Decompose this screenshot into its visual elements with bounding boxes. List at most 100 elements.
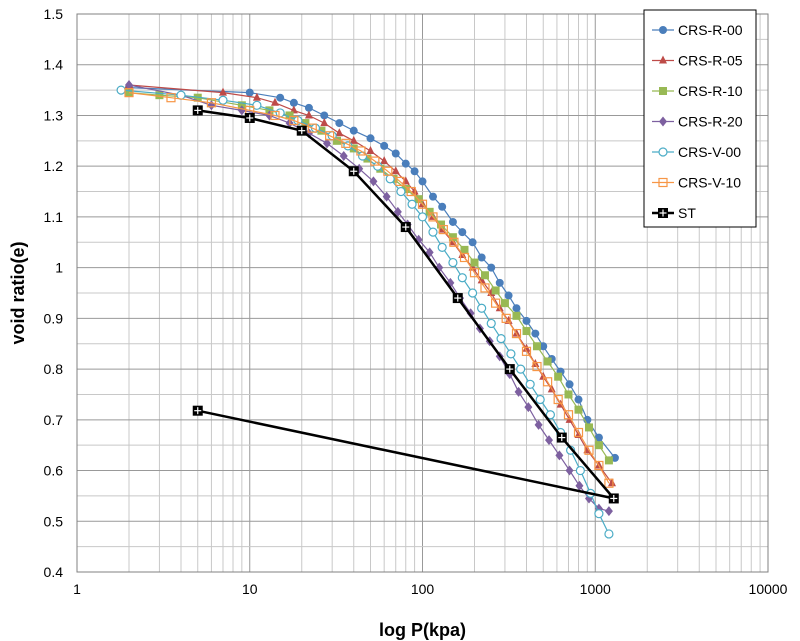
data-point-crs-r-20 xyxy=(604,506,613,517)
data-point-crs-v-00 xyxy=(486,318,496,329)
data-point-st xyxy=(296,125,307,136)
data-point-crs-r-20 xyxy=(565,465,574,476)
data-point-crs-r-10 xyxy=(460,245,469,254)
data-point-crs-r-00 xyxy=(565,380,574,389)
legend-label: CRS-R-00 xyxy=(678,22,743,38)
legend-label: ST xyxy=(678,205,696,221)
data-point-crs-r-00 xyxy=(539,342,548,351)
data-point-st xyxy=(608,493,619,504)
data-point-crs-r-00 xyxy=(522,316,531,325)
data-point-crs-v-10 xyxy=(469,268,480,278)
data-point-crs-v-10 xyxy=(395,176,405,186)
data-point-crs-v-10 xyxy=(307,123,317,133)
data-point-crs-r-00 xyxy=(401,159,410,168)
data-point-crs-v-00 xyxy=(252,100,262,110)
legend-item-crs-v-10: CRS-V-10 xyxy=(652,175,741,191)
legend-marker xyxy=(659,87,667,95)
x-tick-label: 1000 xyxy=(580,581,611,597)
data-point-crs-r-00 xyxy=(418,177,427,186)
data-point-crs-r-20 xyxy=(545,435,554,446)
legend: CRS-R-00 CRS-R-05 CRS-R-10 CRS-R-20 CRS-V-00… xyxy=(643,9,757,228)
data-point-crs-v-00 xyxy=(575,465,585,476)
data-point-crs-r-10 xyxy=(604,456,613,465)
legend-marker xyxy=(659,116,667,127)
legend-item-crs-r-10: CRS-R-10 xyxy=(652,83,743,99)
data-point-crs-r-20 xyxy=(514,386,523,397)
data-point-crs-r-10 xyxy=(500,299,509,308)
data-point-crs-r-00 xyxy=(438,202,447,211)
data-point-crs-v-00 xyxy=(496,334,506,344)
legend-marker xyxy=(658,177,668,188)
data-point-crs-r-10 xyxy=(285,111,294,120)
data-point-crs-r-20 xyxy=(339,151,348,162)
data-point-crs-v-10 xyxy=(270,110,280,121)
y-tick-label: 1.3 xyxy=(44,107,64,123)
data-point-st xyxy=(504,364,515,375)
x-tick-label: 10 xyxy=(242,581,258,597)
y-tick-label: 1.2 xyxy=(44,158,64,174)
data-point-crs-v-10 xyxy=(491,298,501,308)
legend-label: CRS-V-10 xyxy=(678,175,741,191)
data-point-crs-r-10 xyxy=(470,258,479,267)
legend-label: CRS-R-10 xyxy=(678,83,743,99)
y-tick-label: 0.6 xyxy=(44,463,64,479)
data-point-crs-v-10 xyxy=(459,252,470,263)
data-point-crs-v-10 xyxy=(370,156,380,166)
data-point-crs-r-10 xyxy=(532,342,541,351)
data-point-crs-v-00 xyxy=(428,227,438,237)
data-point-crs-v-00 xyxy=(417,212,428,222)
data-point-crs-v-00 xyxy=(604,529,614,539)
x-tick-label: 1 xyxy=(73,581,81,597)
data-point-crs-v-10 xyxy=(341,138,351,148)
data-point-crs-r-10 xyxy=(522,327,531,336)
data-point-crs-r-10 xyxy=(564,390,573,399)
data-point-st xyxy=(192,105,203,116)
data-point-crs-r-05 xyxy=(335,128,344,137)
data-point-crs-v-00 xyxy=(506,349,516,359)
data-point-crs-v-10 xyxy=(428,212,438,222)
y-tick-label: 1.5 xyxy=(44,6,64,22)
data-point-crs-v-00 xyxy=(477,303,487,313)
data-point-crs-v-10 xyxy=(543,377,553,387)
data-point-crs-r-00 xyxy=(428,192,437,201)
data-point-crs-v-10 xyxy=(124,88,134,98)
data-point-crs-v-10 xyxy=(166,93,176,103)
data-point-crs-r-00 xyxy=(610,453,619,462)
y-tick-label: 1.4 xyxy=(44,57,64,73)
x-axis-title: log P(kpa) xyxy=(379,620,466,640)
data-point-crs-v-00 xyxy=(516,364,526,374)
data-point-crs-r-00 xyxy=(531,329,540,338)
data-point-st xyxy=(192,405,203,416)
data-point-crs-r-00 xyxy=(245,88,254,97)
data-point-crs-v-10 xyxy=(563,410,574,420)
data-point-crs-r-05 xyxy=(391,166,400,175)
data-point-crs-r-20 xyxy=(322,138,331,149)
data-point-crs-r-00 xyxy=(366,134,375,143)
y-axis-title: void ratio(e) xyxy=(8,241,28,344)
data-point-crs-r-00 xyxy=(487,263,496,272)
data-point-crs-v-10 xyxy=(356,146,366,156)
plot-frame xyxy=(76,13,769,573)
data-point-crs-v-00 xyxy=(468,288,478,298)
data-point-crs-v-10 xyxy=(573,427,584,438)
data-point-crs-v-10 xyxy=(501,313,511,323)
legend-item-crs-r-05: CRS-R-05 xyxy=(652,53,743,69)
y-tick-label: 0.7 xyxy=(44,412,64,428)
data-point-crs-r-20 xyxy=(393,206,402,217)
legend-marker xyxy=(658,147,668,157)
series-layer xyxy=(116,80,619,539)
data-point-crs-r-20 xyxy=(369,176,378,187)
data-point-crs-r-10 xyxy=(237,101,246,110)
data-point-crs-r-05 xyxy=(607,478,616,487)
data-point-crs-v-10 xyxy=(438,224,448,235)
data-point-crs-v-00 xyxy=(396,186,406,197)
data-point-crs-r-20 xyxy=(466,308,475,319)
data-point-crs-r-10 xyxy=(265,106,274,115)
x-tick-label: 100 xyxy=(411,581,435,597)
data-point-crs-r-10 xyxy=(333,136,342,145)
data-point-crs-v-00 xyxy=(176,90,186,100)
data-point-crs-r-10 xyxy=(480,271,489,280)
data-point-crs-r-00 xyxy=(349,126,358,135)
data-point-crs-v-10 xyxy=(584,445,594,455)
